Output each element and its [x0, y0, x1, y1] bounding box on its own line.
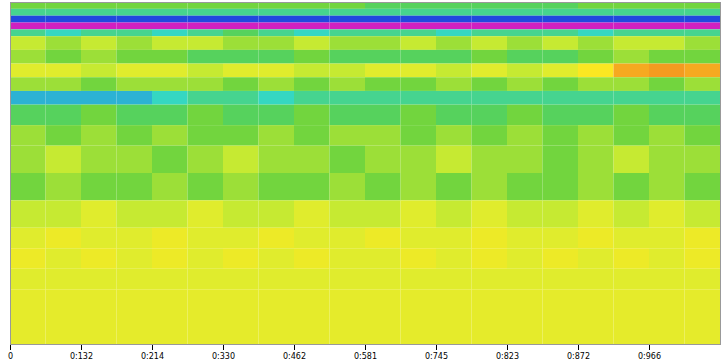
svg-text:0:872: 0:872 — [567, 352, 590, 361]
svg-text:0:745: 0:745 — [425, 352, 448, 361]
svg-text:0: 0 — [8, 352, 13, 361]
svg-text:0:823: 0:823 — [496, 352, 519, 361]
svg-text:0:966: 0:966 — [638, 352, 661, 361]
svg-text:0:132: 0:132 — [70, 352, 93, 361]
svg-text:0:214: 0:214 — [141, 352, 164, 361]
svg-text:0:462: 0:462 — [283, 352, 306, 361]
svg-text:0:581: 0:581 — [354, 352, 377, 361]
svg-text:0:330: 0:330 — [212, 352, 235, 361]
